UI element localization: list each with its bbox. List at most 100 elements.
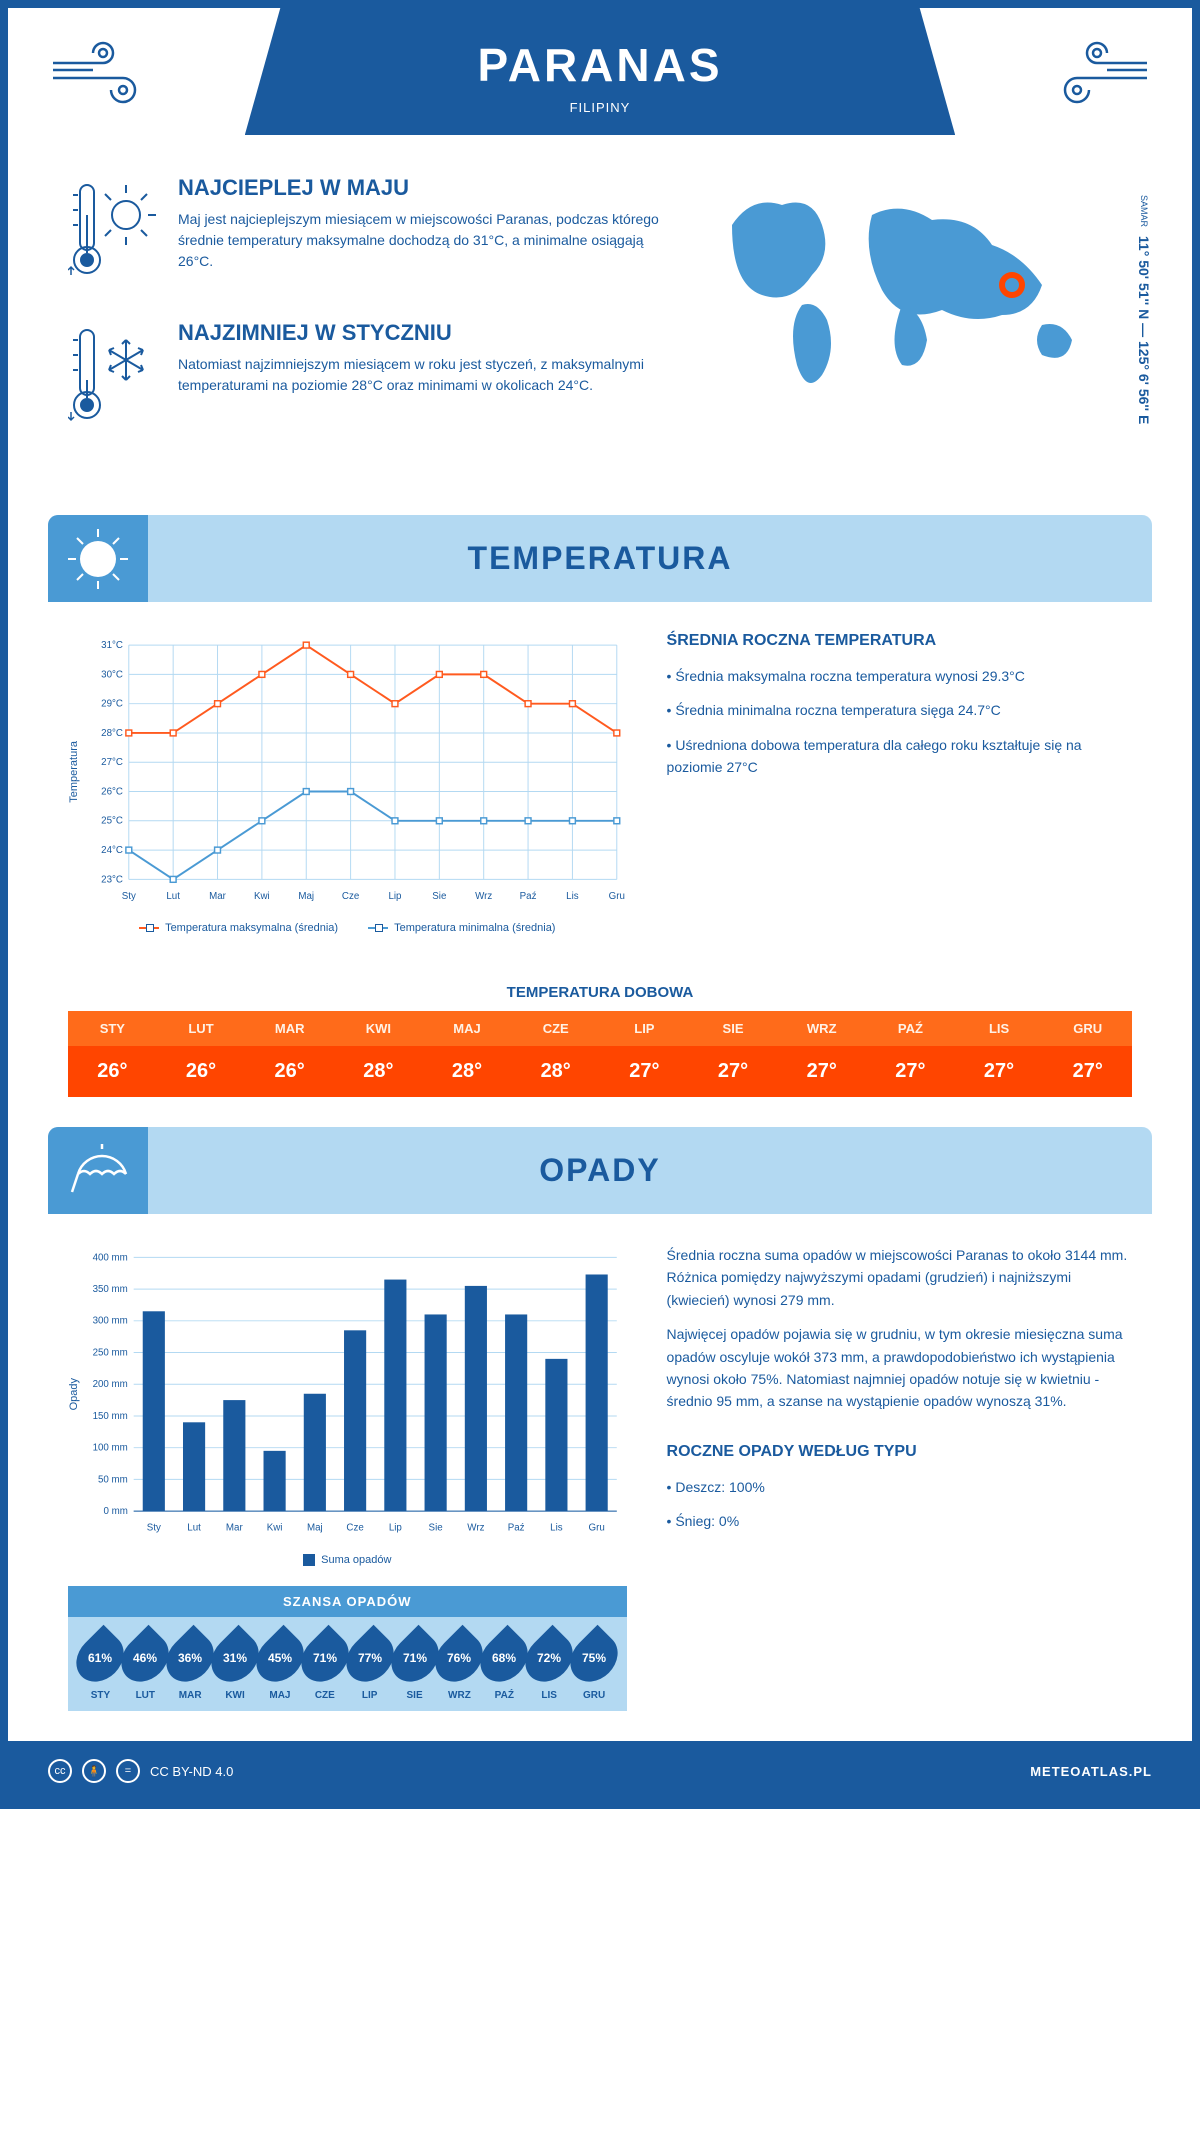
svg-text:29°C: 29°C — [101, 699, 123, 710]
svg-text:Lut: Lut — [166, 891, 180, 902]
temp-table-col: STY26° — [68, 1011, 157, 1097]
info-bullet: • Średnia maksymalna roczna temperatura … — [667, 665, 1132, 687]
svg-text:400 mm: 400 mm — [93, 1252, 128, 1263]
chance-drop: 46%LUT — [124, 1632, 166, 1701]
wind-icon — [1052, 38, 1152, 113]
chance-drop: 71%CZE — [304, 1632, 346, 1701]
svg-text:Paź: Paź — [508, 1523, 525, 1534]
svg-text:Mar: Mar — [226, 1523, 244, 1534]
svg-text:Lip: Lip — [389, 1523, 403, 1534]
info-bullet: • Śnieg: 0% — [667, 1510, 1132, 1532]
chance-drop: 72%LIS — [528, 1632, 570, 1701]
svg-text:Gru: Gru — [589, 1523, 605, 1534]
world-map: SAMAR 11° 50' 51'' N — 125° 6' 56'' E — [702, 175, 1132, 465]
temp-table-col: LIS27° — [955, 1011, 1044, 1097]
thermometer-sun-icon — [68, 175, 158, 290]
coldest-title: NAJZIMNIEJ W STYCZNIU — [178, 320, 662, 346]
precipitation-bar-chart: Opady 0 mm50 mm100 mm150 mm200 mm250 mm3… — [68, 1244, 627, 1711]
chance-drop: 68%PAŹ — [483, 1632, 525, 1701]
svg-text:Wrz: Wrz — [467, 1523, 484, 1534]
svg-text:200 mm: 200 mm — [93, 1379, 128, 1390]
svg-text:Lis: Lis — [550, 1523, 563, 1534]
temp-table-col: GRU27° — [1043, 1011, 1132, 1097]
svg-text:100 mm: 100 mm — [93, 1443, 128, 1454]
site-name: METEOATLAS.PL — [1030, 1764, 1152, 1779]
svg-text:Sie: Sie — [432, 891, 446, 902]
temp-table-col: SIE27° — [689, 1011, 778, 1097]
page-footer: cc 🧍 = CC BY-ND 4.0 METEOATLAS.PL — [8, 1741, 1192, 1801]
temp-table-col: WRZ27° — [777, 1011, 866, 1097]
temperature-title: TEMPERATURA — [68, 540, 1132, 577]
chance-drop: 76%WRZ — [438, 1632, 480, 1701]
temp-table-col: MAJ28° — [423, 1011, 512, 1097]
chance-drop: 71%SIE — [394, 1632, 436, 1701]
chance-drop: 61%STY — [79, 1632, 121, 1701]
precipitation-title: OPADY — [68, 1152, 1132, 1189]
temperature-section-header: TEMPERATURA — [48, 515, 1152, 602]
license-text: CC BY-ND 4.0 — [150, 1764, 233, 1779]
svg-text:31°C: 31°C — [101, 640, 123, 651]
temp-table-col: LUT26° — [157, 1011, 246, 1097]
svg-text:30°C: 30°C — [101, 669, 123, 680]
svg-text:Gru: Gru — [609, 891, 625, 902]
daily-temp-title: TEMPERATURA DOBOWA — [8, 984, 1192, 1001]
precip-text-1: Średnia roczna suma opadów w miejscowośc… — [667, 1244, 1132, 1311]
precip-text-2: Najwięcej opadów pojawia się w grudniu, … — [667, 1323, 1132, 1413]
umbrella-icon — [48, 1127, 148, 1214]
svg-text:0 mm: 0 mm — [103, 1506, 127, 1517]
svg-text:23°C: 23°C — [101, 874, 123, 885]
svg-text:25°C: 25°C — [101, 816, 123, 827]
info-bullet: • Średnia minimalna roczna temperatura s… — [667, 699, 1132, 721]
nd-icon: = — [116, 1759, 140, 1783]
svg-text:Maj: Maj — [307, 1523, 323, 1534]
precip-type-title: ROCZNE OPADY WEDŁUG TYPU — [667, 1443, 1132, 1461]
sun-icon — [48, 515, 148, 602]
temp-table-col: PAŹ27° — [866, 1011, 955, 1097]
warmest-block: NAJCIEPLEJ W MAJU Maj jest najcieplejszy… — [68, 175, 662, 290]
svg-text:150 mm: 150 mm — [93, 1411, 128, 1422]
svg-text:Lut: Lut — [187, 1523, 201, 1534]
coordinates: SAMAR 11° 50' 51'' N — 125° 6' 56'' E — [1136, 195, 1152, 424]
svg-text:Mar: Mar — [209, 891, 227, 902]
chance-drop: 75%GRU — [573, 1632, 615, 1701]
page-subtitle: FILIPINY — [265, 100, 935, 115]
svg-text:Kwi: Kwi — [254, 891, 270, 902]
coldest-block: NAJZIMNIEJ W STYCZNIU Natomiast najzimni… — [68, 320, 662, 435]
temp-table-col: CZE28° — [511, 1011, 600, 1097]
svg-text:28°C: 28°C — [101, 728, 123, 739]
info-bullet: • Deszcz: 100% — [667, 1476, 1132, 1498]
chance-drop: 45%MAJ — [259, 1632, 301, 1701]
chance-drop: 77%LIP — [349, 1632, 391, 1701]
page-title: PARANAS — [265, 38, 935, 92]
svg-text:250 mm: 250 mm — [93, 1347, 128, 1358]
warmest-text: Maj jest najcieplejszym miesiącem w miej… — [178, 209, 662, 272]
chance-drop: 36%MAR — [169, 1632, 211, 1701]
svg-text:300 mm: 300 mm — [93, 1316, 128, 1327]
temp-table-col: KWI28° — [334, 1011, 423, 1097]
svg-text:Paź: Paź — [520, 891, 537, 902]
precip-chance-panel: SZANSA OPADÓW 61%STY46%LUT36%MAR31%KWI45… — [68, 1586, 627, 1711]
warmest-title: NAJCIEPLEJ W MAJU — [178, 175, 662, 201]
daily-temp-table: STY26°LUT26°MAR26°KWI28°MAJ28°CZE28°LIP2… — [68, 1011, 1132, 1097]
svg-text:350 mm: 350 mm — [93, 1284, 128, 1295]
temp-table-col: LIP27° — [600, 1011, 689, 1097]
by-icon: 🧍 — [82, 1759, 106, 1783]
wind-icon — [48, 38, 148, 113]
svg-text:Kwi: Kwi — [267, 1523, 283, 1534]
svg-text:24°C: 24°C — [101, 845, 123, 856]
svg-text:Cze: Cze — [342, 891, 359, 902]
svg-text:Wrz: Wrz — [475, 891, 492, 902]
svg-text:Cze: Cze — [346, 1523, 363, 1534]
info-bullet: • Uśredniona dobowa temperatura dla całe… — [667, 734, 1132, 779]
coldest-text: Natomiast najzimniejszym miesiącem w rok… — [178, 354, 662, 396]
temperature-line-chart: Temperatura 23°C24°C25°C26°C27°C28°C29°C… — [68, 632, 627, 934]
svg-text:50 mm: 50 mm — [98, 1474, 128, 1485]
chance-drop: 31%KWI — [214, 1632, 256, 1701]
svg-text:26°C: 26°C — [101, 786, 123, 797]
avg-temp-title: ŚREDNIA ROCZNA TEMPERATURA — [667, 632, 1132, 650]
temp-table-col: MAR26° — [245, 1011, 334, 1097]
page-header: PARANAS FILIPINY — [245, 8, 955, 135]
svg-text:Maj: Maj — [298, 891, 314, 902]
svg-text:Sie: Sie — [429, 1523, 443, 1534]
thermometer-snow-icon — [68, 320, 158, 435]
